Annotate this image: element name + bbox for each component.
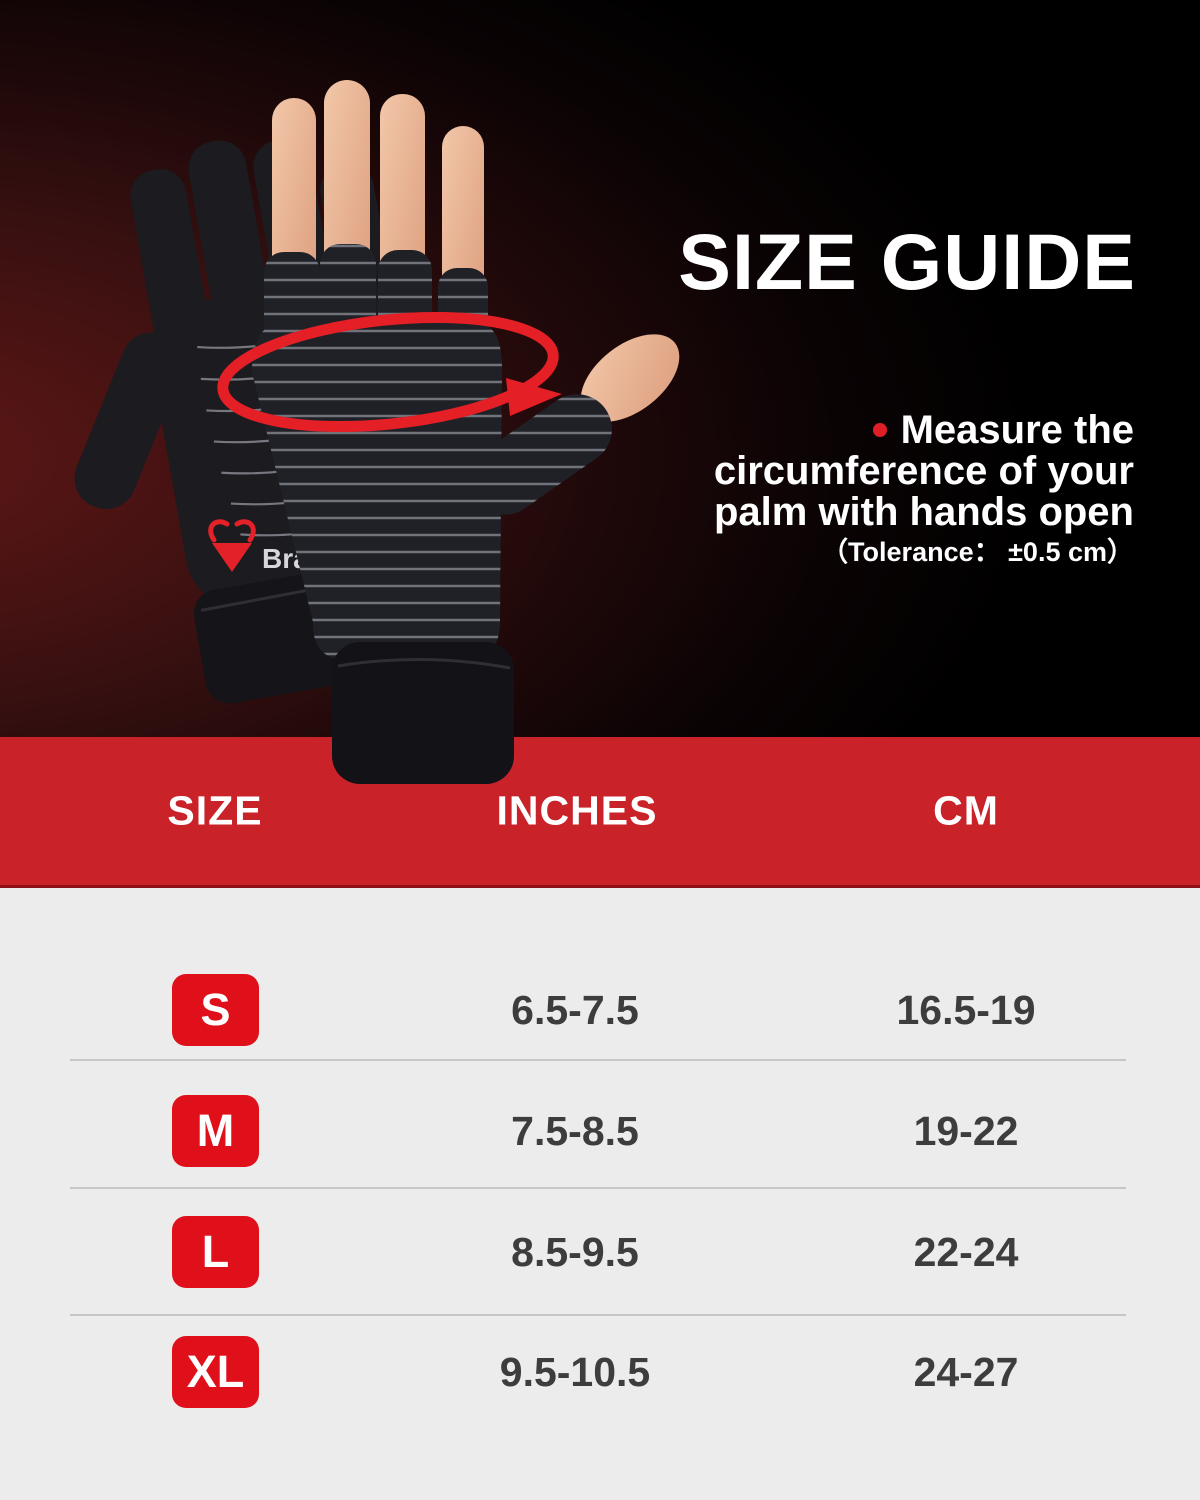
row-divider [70, 1314, 1126, 1316]
size-badge-s: S [172, 974, 259, 1046]
cm-value-m: 19-22 [913, 1108, 1019, 1154]
table-row-xl: XL 9.5-10.5 24-27 [0, 1322, 1200, 1422]
tolerance-note: （Tolerance： ±0.5 cm） [821, 537, 1134, 567]
table-row-l: L 8.5-9.5 22-24 [0, 1202, 1200, 1302]
size-badge-m: M [172, 1095, 259, 1167]
instruction-line-3: palm with hands open [713, 490, 1134, 534]
instruction-line-2: circumference of your [713, 449, 1134, 493]
cm-value-l: 22-24 [913, 1229, 1019, 1275]
table-row-s: S 6.5-7.5 16.5-19 [0, 960, 1200, 1060]
inches-value-l: 8.5-9.5 [511, 1229, 639, 1275]
column-header-inches: INCHES [496, 787, 658, 834]
page-title: SIZE GUIDE [678, 217, 1136, 306]
bullet-icon [872, 423, 887, 437]
cm-value-xl: 24-27 [913, 1349, 1019, 1395]
inches-value-s: 6.5-7.5 [511, 987, 639, 1033]
size-badge-l: L [172, 1216, 259, 1288]
row-divider [70, 1059, 1126, 1061]
row-divider [70, 1187, 1126, 1189]
table-header-band: SIZE INCHES CM [0, 737, 1200, 888]
instruction-line-1: Measure the [714, 410, 1134, 451]
column-header-cm: CM [933, 787, 999, 834]
inches-value-xl: 9.5-10.5 [499, 1349, 651, 1395]
size-badge-xl: XL [172, 1336, 259, 1408]
hero-section [0, 0, 1200, 737]
size-table: S 6.5-7.5 16.5-19 M 7.5-8.5 19-22 L 8.5-… [0, 888, 1200, 1500]
column-header-size: SIZE [167, 787, 263, 834]
measuring-instructions: Measure the circumference of your palm w… [714, 410, 1134, 571]
inches-value-m: 7.5-8.5 [511, 1108, 639, 1154]
instruction-text-1: Measure the [900, 408, 1134, 452]
cm-value-s: 16.5-19 [896, 987, 1036, 1033]
table-row-m: M 7.5-8.5 19-22 [0, 1081, 1200, 1181]
